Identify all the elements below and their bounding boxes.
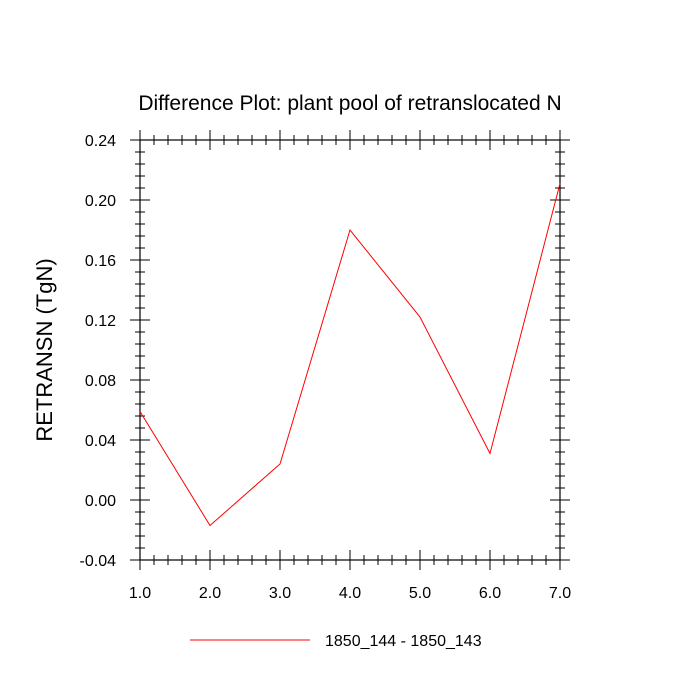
x-tick-label: 7.0 (549, 585, 571, 602)
y-tick-label: 0.16 (85, 253, 116, 270)
chart-title: Difference Plot: plant pool of retranslo… (138, 92, 561, 115)
y-tick-label: 0.00 (85, 493, 116, 510)
x-tick-label: 2.0 (199, 585, 221, 602)
x-tick-labels: 1.0 2.0 3.0 4.0 5.0 6.0 7.0 (129, 585, 571, 602)
series-line (139, 183, 561, 527)
y-tick-label: 0.08 (85, 373, 116, 390)
x-tick-label: 4.0 (339, 585, 361, 602)
x-tick-label: 6.0 (479, 585, 501, 602)
y-tick-label: -0.04 (80, 553, 117, 570)
y-tick-label: 0.12 (85, 313, 116, 330)
major-ticks (130, 130, 570, 570)
series-layer (139, 183, 561, 527)
x-tick-label: 3.0 (269, 585, 291, 602)
plot-area: 1.0 2.0 3.0 4.0 5.0 6.0 7.0 -0.04 0.00 0.04 0.08 0… (80, 130, 571, 602)
minor-ticks (135, 135, 565, 565)
x-tick-label: 5.0 (409, 585, 431, 602)
x-tick-label: 1.0 (129, 585, 151, 602)
y-axis-label: RETRANSN (TgN) (32, 258, 57, 441)
y-tick-label: 0.20 (85, 193, 116, 210)
plot-frame (139, 139, 561, 561)
y-tick-labels: -0.04 0.00 0.04 0.08 0.12 0.16 0.20 0.24 (80, 133, 117, 570)
legend: 1850_144 - 1850_143 (190, 633, 482, 650)
legend-label: 1850_144 - 1850_143 (325, 633, 482, 650)
y-tick-label: 0.24 (85, 133, 116, 150)
y-tick-label: 0.04 (85, 433, 116, 450)
